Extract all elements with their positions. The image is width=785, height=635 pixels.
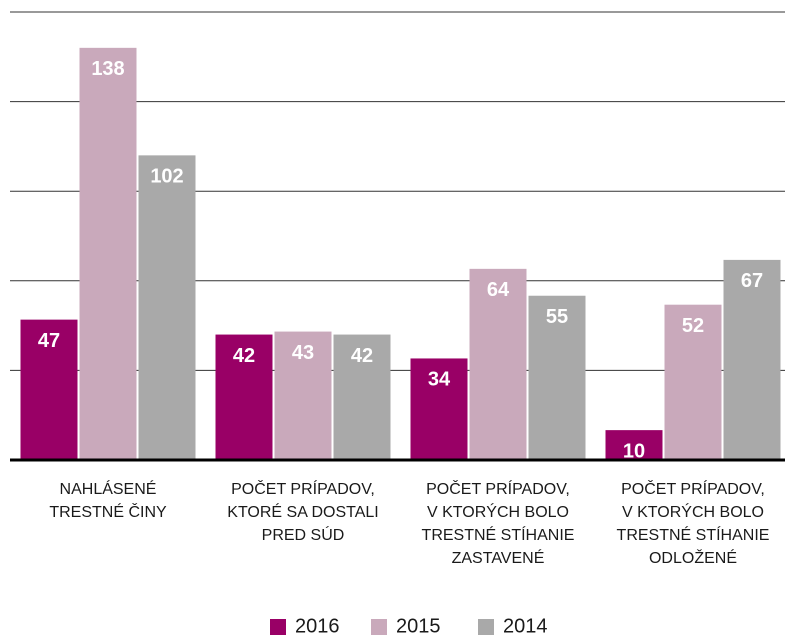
bar (605, 430, 663, 460)
x-tick-label: POČET PRÍPADOV, V KTORÝCH BOLO TRESTNÉ STÍ… (617, 479, 770, 567)
bar (333, 334, 391, 460)
legend-swatch (270, 619, 286, 635)
legend-swatch (371, 619, 387, 635)
bar (274, 331, 332, 460)
bar (20, 319, 78, 460)
bar (469, 268, 527, 460)
value-label: 43 (292, 342, 314, 364)
x-tick-label: POČET PRÍPADOV, V KTORÝCH BOLO TRESTNÉ STÍ… (422, 479, 575, 567)
value-label: 67 (741, 270, 763, 292)
bar (723, 259, 781, 460)
bar (664, 304, 722, 460)
x-tick-label: POČET PRÍPADOV, KTORÉ SA DOSTALI PRED SÚD (227, 479, 378, 544)
bar (79, 47, 137, 461)
value-label: 47 (38, 330, 60, 352)
value-label: 52 (682, 315, 704, 337)
value-label: 55 (546, 306, 568, 328)
legend-label: 2016 (295, 615, 340, 635)
bar (528, 295, 586, 460)
bar (138, 155, 196, 461)
value-label: 34 (428, 369, 451, 391)
value-label: 10 (623, 440, 645, 462)
value-label: 64 (487, 279, 510, 301)
value-label: 42 (351, 345, 373, 367)
bar (215, 334, 273, 460)
bar (410, 358, 468, 460)
x-tick-label: NAHLÁSENÉ TRESTNÉ ČINY (49, 479, 167, 521)
legend-swatch (478, 619, 494, 635)
legend-label: 2014 (503, 615, 548, 635)
legend-label: 2015 (396, 615, 441, 635)
value-label: 138 (91, 58, 124, 80)
value-label: 42 (233, 345, 255, 367)
value-label: 102 (150, 166, 183, 188)
